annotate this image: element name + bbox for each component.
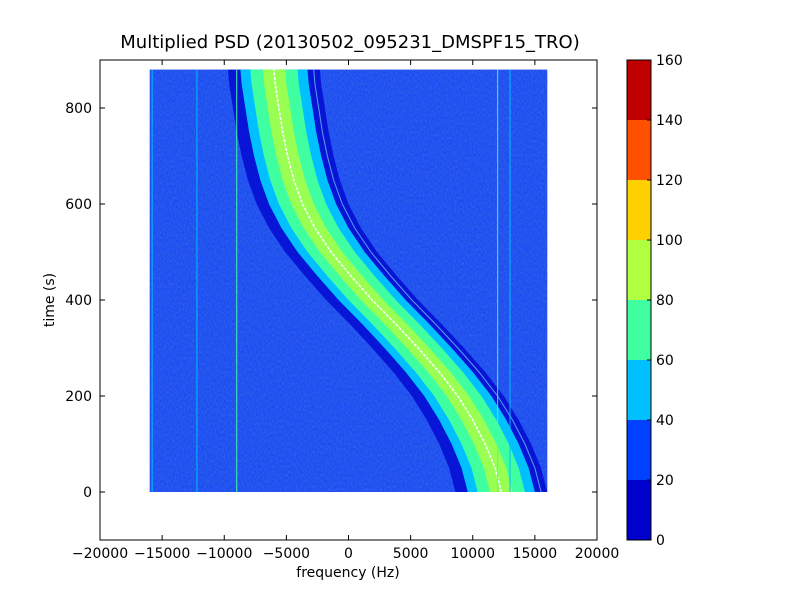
y-axis-ticks: 0 200 400 600 800 bbox=[65, 101, 597, 501]
x-tick-label: −20000 bbox=[72, 546, 128, 562]
colorbar-tick-label: 80 bbox=[656, 293, 674, 309]
colorbar-segment bbox=[627, 300, 651, 360]
colorbar-segment bbox=[627, 180, 651, 240]
colorbar-tick-label: 60 bbox=[656, 353, 674, 369]
y-axis-label: time (s) bbox=[42, 273, 58, 327]
doppler-secondary-line bbox=[313, 69, 542, 493]
x-tick-label: −10000 bbox=[196, 546, 252, 562]
y-tick-label: 0 bbox=[83, 485, 92, 501]
spectrogram-heatmap bbox=[149, 69, 548, 493]
colorbar-segment bbox=[627, 60, 651, 120]
x-tick-label: 0 bbox=[344, 546, 353, 562]
colorbar-tick-label: 20 bbox=[656, 473, 674, 489]
x-axis-label: frequency (Hz) bbox=[296, 565, 399, 581]
y-tick-label: 400 bbox=[65, 293, 92, 309]
y-tick-label: 200 bbox=[65, 389, 92, 405]
colorbar-tick-label: 120 bbox=[656, 173, 683, 189]
doppler-center-line bbox=[273, 69, 503, 493]
colorbar-segment bbox=[627, 480, 651, 540]
colorbar-segment bbox=[627, 420, 651, 480]
colorbar: 0 20 40 60 80 100 120 140 160 bbox=[626, 53, 683, 549]
x-tick-label: −15000 bbox=[134, 546, 190, 562]
x-axis-ticks: −20000 −15000 −10000 −5000 0 5000 10000 15000 20… bbox=[72, 60, 619, 562]
colorbar-tick-label: 100 bbox=[656, 233, 683, 249]
colorbar-segment bbox=[627, 240, 651, 300]
colorbar-segment bbox=[627, 360, 651, 420]
colorbar-tick-label: 160 bbox=[656, 53, 683, 69]
chart-title: Multiplied PSD (20130502_095231_DMSPF15_… bbox=[120, 32, 579, 53]
x-tick-label: −5000 bbox=[263, 546, 310, 562]
x-tick-label: 15000 bbox=[513, 546, 558, 562]
x-tick-label: 5000 bbox=[393, 546, 429, 562]
x-tick-label: 10000 bbox=[450, 546, 495, 562]
x-tick-label: 20000 bbox=[575, 546, 620, 562]
colorbar-tick-label: 0 bbox=[656, 533, 665, 549]
colorbar-tick-label: 140 bbox=[656, 113, 683, 129]
colorbar-tick-label: 40 bbox=[656, 413, 674, 429]
y-tick-label: 600 bbox=[65, 197, 92, 213]
colorbar-segment bbox=[627, 120, 651, 180]
y-tick-label: 800 bbox=[65, 101, 92, 117]
